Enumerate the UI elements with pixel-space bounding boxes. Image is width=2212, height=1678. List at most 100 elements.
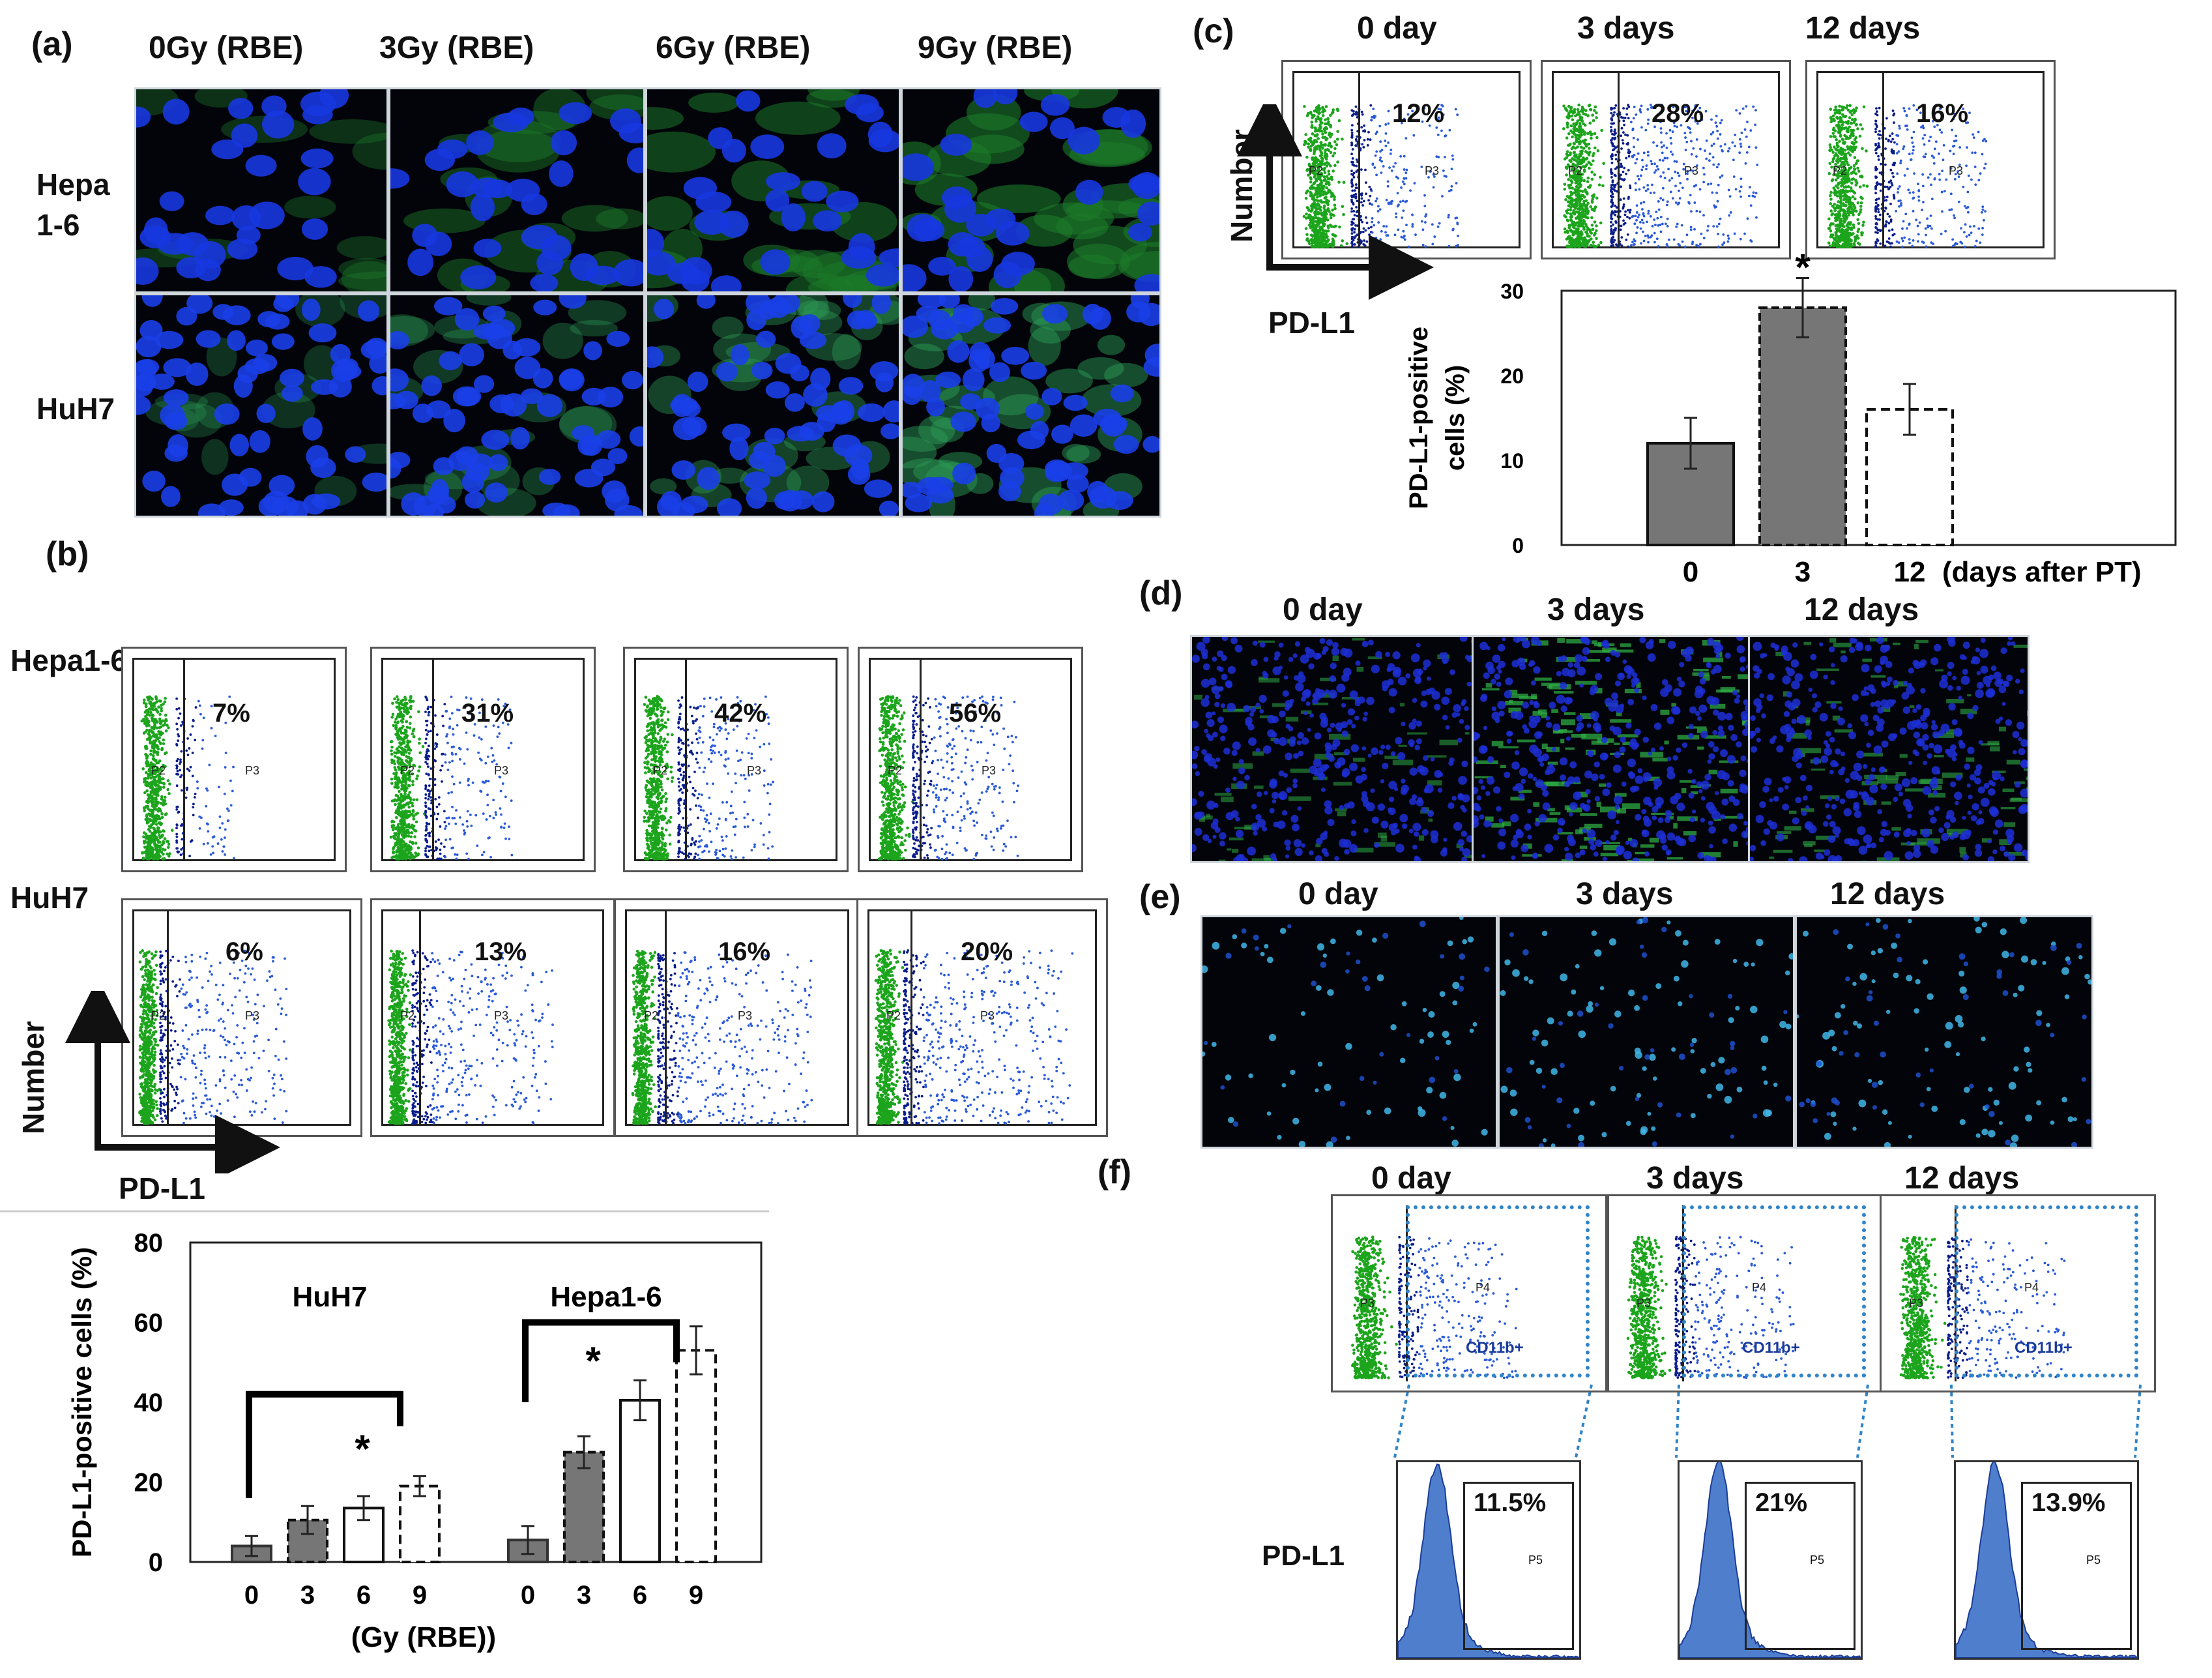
micrograph [901, 87, 1161, 293]
histogram-fill [1398, 1463, 1579, 1658]
micrograph [1498, 915, 1795, 1149]
gate-line [910, 911, 912, 1124]
x-tick-label: 0 [1683, 556, 1698, 587]
bar [1758, 306, 1847, 546]
gate-tag: P3 [980, 1009, 995, 1022]
gate-tag: P2 [400, 1009, 415, 1022]
bar [1865, 408, 1954, 546]
gate-tag: P3 [1360, 1297, 1375, 1310]
row-label-hepa: Hepa1-6 [10, 643, 127, 677]
x-tick-label: 3 [1795, 556, 1811, 587]
dose-header: 0Gy (RBE) [149, 31, 304, 65]
day-header: 12 days [1805, 11, 1921, 46]
panel-label-a: (a) [31, 25, 73, 63]
x-axis-label: (Gy (RBE)) [351, 1621, 496, 1653]
day-header: 3 days [1576, 877, 1674, 911]
gate-line [183, 660, 185, 859]
bar [619, 1398, 661, 1563]
histogram: 11.5% P5 [1396, 1460, 1581, 1660]
day-header: 12 days [1830, 877, 1945, 911]
day-header: 12 days [1904, 1161, 2020, 1196]
y-axis-label: PD-L1-positive [1408, 327, 1433, 509]
gate-tag: P5 [2086, 1553, 2101, 1567]
flow-plot: 7% P2 P3 [121, 647, 347, 872]
zoom-line [1575, 1384, 1593, 1458]
dose-header: 9Gy (RBE) [918, 31, 1073, 65]
axis-arrows [65, 991, 280, 1173]
gate-line [419, 911, 421, 1124]
cd11b-gate-box [1955, 1205, 2138, 1377]
gate-box: P3 P4 CD11b+ [1342, 1205, 1596, 1381]
row-label-huh7: HuH7 [36, 392, 115, 426]
micrograph [1748, 635, 2030, 863]
flow-plot: P3 P4 CD11b+ [1331, 1194, 1607, 1392]
significance-star: * [355, 1427, 370, 1471]
dose-header: 3Gy (RBE) [379, 31, 534, 65]
p5-gate-box [2021, 1482, 2132, 1650]
percent-label: 16% [1916, 99, 1969, 128]
gate-line [432, 660, 434, 859]
gate-line [167, 911, 169, 1124]
gate-line [1618, 73, 1620, 246]
group-label: HuH7 [293, 1281, 368, 1313]
gate-box: 20% P2 P3 [867, 909, 1097, 1126]
axis-label-number: Number [1225, 129, 1259, 243]
gate-tag: P3 [494, 1009, 509, 1022]
histogram: 13.9% P5 [1954, 1460, 2139, 1660]
histogram-fill [1680, 1462, 1861, 1658]
gate-tag: P4 [2024, 1281, 2039, 1294]
percent-label: 12% [1392, 99, 1445, 128]
gate-tag: P3 [982, 764, 997, 777]
bar [675, 1349, 717, 1563]
gate-tag: P4 [1476, 1281, 1491, 1294]
flow-plot: 20% P2 P3 [856, 898, 1108, 1137]
x-tick-label: 3 [300, 1581, 315, 1610]
gate-tag: P2 [1568, 164, 1583, 177]
panel-label-c: (c) [1193, 12, 1234, 50]
gate-line [665, 911, 667, 1124]
gate-box: 16% P2 P3 [625, 909, 849, 1126]
micrograph [1795, 915, 2093, 1149]
day-header: 0 day [1283, 593, 1363, 627]
day-header: 0 day [1298, 877, 1378, 911]
y-tick-label: 20 [1500, 364, 1524, 388]
significance-bracket [522, 1319, 680, 1402]
gate-tag: P2 [1309, 164, 1324, 177]
axis-label-number: Number [16, 1021, 50, 1134]
gate-tag: CD11b+ [1466, 1339, 1524, 1357]
x-tick-label: 6 [357, 1581, 371, 1610]
zoom-line [1950, 1384, 1954, 1458]
percent-label: 16% [718, 937, 771, 966]
percent-label: 56% [949, 699, 1002, 728]
percent-label: 7% [212, 699, 250, 728]
gate-tag: P2 [151, 764, 166, 777]
gate-box: P3 P4 CD11b+ [1618, 1205, 1872, 1381]
gate-tag: P3 [1909, 1297, 1924, 1310]
x-axis-label: (days after PT) [1942, 556, 2142, 587]
gate-tag: P2 [886, 1009, 901, 1022]
flow-plot: P3 P4 CD11b+ [1880, 1194, 2156, 1392]
zoom-lines [1393, 1384, 2142, 1458]
row-label-huh7: HuH7 [10, 881, 89, 915]
gate-tag: P2 [653, 764, 668, 777]
gate-tag: P2 [1833, 164, 1848, 177]
day-header: 3 days [1577, 11, 1675, 46]
micrograph [134, 293, 388, 518]
day-header: 12 days [1804, 593, 1919, 627]
bar-chart-c: 0 10 20 30 PD-L1-positive cells (%) 0 3 12 * (days… [1408, 254, 2177, 587]
axis-arrows [1237, 104, 1434, 300]
micrograph [1472, 635, 1752, 863]
day-header: 0 day [1371, 1161, 1451, 1196]
gate-tag: P3 [747, 764, 762, 777]
gate-tag: P3 [1684, 164, 1699, 177]
day-header: 3 days [1646, 1161, 1744, 1196]
x-tick-label: 0 [244, 1581, 259, 1610]
gate-box: 13% P2 P3 [381, 909, 604, 1126]
micrograph [134, 87, 388, 293]
group-label: Hepa1-6 [550, 1281, 662, 1313]
panel-label-f: (f) [1098, 1153, 1131, 1191]
gate-tag: P3 [1637, 1297, 1652, 1310]
micrograph [901, 293, 1161, 518]
cd11b-gate-box [1406, 1205, 1590, 1377]
